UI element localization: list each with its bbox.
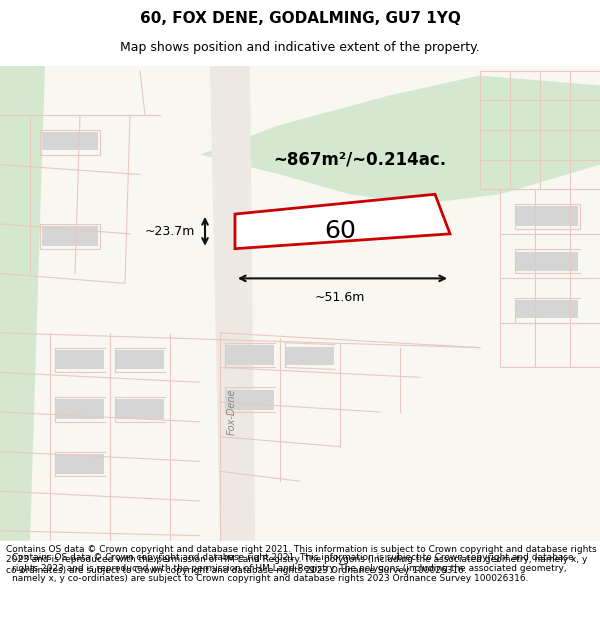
Polygon shape: [516, 300, 578, 318]
Polygon shape: [42, 226, 98, 246]
Polygon shape: [226, 390, 274, 410]
Text: Map shows position and indicative extent of the property.: Map shows position and indicative extent…: [120, 41, 480, 54]
Text: ~23.7m: ~23.7m: [145, 226, 195, 238]
Polygon shape: [0, 66, 45, 541]
Polygon shape: [116, 399, 164, 419]
Text: ~51.6m: ~51.6m: [315, 291, 365, 304]
Polygon shape: [516, 252, 578, 271]
Polygon shape: [200, 76, 600, 204]
Polygon shape: [116, 349, 164, 369]
Polygon shape: [286, 347, 334, 366]
Text: ~867m²/~0.214ac.: ~867m²/~0.214ac.: [274, 151, 446, 169]
Polygon shape: [235, 194, 450, 249]
Text: 60: 60: [324, 219, 356, 243]
Polygon shape: [56, 399, 104, 419]
Polygon shape: [42, 132, 98, 150]
Polygon shape: [210, 66, 255, 541]
Text: Contains OS data © Crown copyright and database right 2021. This information is : Contains OS data © Crown copyright and d…: [6, 545, 596, 574]
Text: Contains OS data © Crown copyright and database right 2021. This information is : Contains OS data © Crown copyright and d…: [12, 553, 574, 583]
Text: 60, FOX DENE, GODALMING, GU7 1YQ: 60, FOX DENE, GODALMING, GU7 1YQ: [140, 11, 460, 26]
Polygon shape: [226, 345, 274, 366]
Text: Fox-Dene: Fox-Dene: [227, 389, 237, 435]
Polygon shape: [56, 454, 104, 474]
Polygon shape: [56, 349, 104, 369]
Polygon shape: [516, 206, 578, 226]
